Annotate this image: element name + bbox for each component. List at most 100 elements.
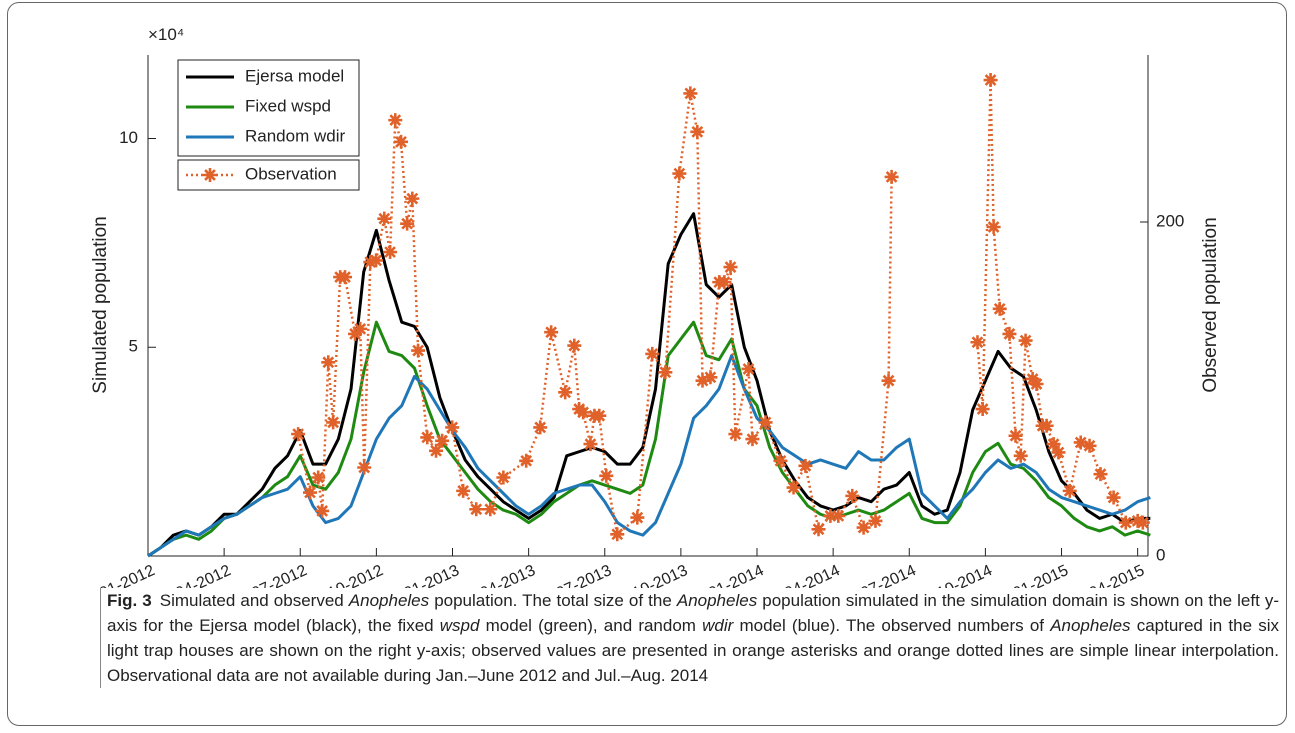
- observation-marker: [1029, 376, 1044, 391]
- observation-marker: [369, 253, 384, 268]
- observation-marker: [533, 420, 548, 435]
- observation-marker: [291, 427, 306, 442]
- observation-marker: [703, 370, 718, 385]
- observation-marker: [1039, 418, 1054, 433]
- x-tick-label: 04-2014: [782, 562, 843, 588]
- observation-marker: [983, 73, 998, 88]
- x-tick-label: 04-2013: [478, 562, 539, 588]
- observation-marker: [773, 453, 788, 468]
- caption-text: wspd: [439, 616, 480, 635]
- observation-marker: [630, 510, 645, 525]
- observation-marker: [326, 415, 341, 430]
- observation-marker: [567, 338, 582, 353]
- observation-marker: [884, 169, 899, 184]
- observation-marker: [1051, 445, 1066, 460]
- observation-marker: [683, 86, 698, 101]
- observation-marker: [610, 527, 625, 542]
- observation-marker: [599, 468, 614, 483]
- y-scale-label: ×10⁴: [148, 25, 184, 44]
- frame: [7, 2, 1287, 726]
- observation-marker: [723, 260, 738, 275]
- caption-text: population simulated in the simulation d…: [107, 591, 1280, 635]
- observation-marker: [1135, 515, 1150, 530]
- observation-marker: [321, 355, 336, 370]
- observation-marker: [394, 134, 409, 149]
- observation-marker: [383, 245, 398, 260]
- observation-marker: [353, 321, 368, 336]
- legend-label: Random wdir: [245, 126, 345, 145]
- observation-marker: [1046, 437, 1061, 452]
- observation-marker: [302, 485, 317, 500]
- y-tick-label: 5: [129, 337, 138, 356]
- caption-text: model (green), and random: [479, 616, 703, 635]
- observation-marker: [1082, 438, 1097, 453]
- observation-marker: [798, 458, 813, 473]
- observation-marker: [1106, 490, 1121, 505]
- x-tick-label: 04-2015: [1087, 562, 1148, 588]
- observation-marker: [717, 275, 732, 290]
- observation-marker: [1093, 467, 1108, 482]
- observation-marker: [405, 191, 420, 206]
- caption-text: Anopheles: [1050, 616, 1131, 635]
- observation-marker: [592, 408, 607, 423]
- caption-text: wdir: [702, 616, 734, 635]
- observation-marker: [823, 508, 838, 523]
- caption-text: population. The total size of the: [429, 591, 677, 610]
- caption-text: captured in the six light trap houses ar…: [107, 616, 1279, 685]
- caption-text: Simulated and observed: [159, 591, 349, 610]
- observation-marker: [975, 402, 990, 417]
- series-line: [296, 78, 1144, 536]
- x-tick-label: 07-2013: [554, 562, 615, 588]
- observation-marker: [1118, 515, 1133, 530]
- observation-marker: [1073, 435, 1088, 450]
- observation-marker: [786, 480, 801, 495]
- x-tick-label: 01-2012: [97, 562, 158, 588]
- observation-marker: [970, 335, 985, 350]
- observation-marker: [1130, 513, 1145, 528]
- observation-marker: [576, 405, 591, 420]
- y-axis-label: Simulated population: [90, 216, 111, 393]
- observation-marker: [695, 373, 710, 388]
- observation-marker: [469, 502, 484, 517]
- observation-marker: [420, 430, 435, 445]
- observation-marker: [315, 503, 330, 518]
- caption-text: Anopheles: [676, 591, 758, 610]
- x-tick-label: 07-2012: [249, 562, 310, 588]
- observation-marker: [758, 415, 773, 430]
- observation-marker: [377, 211, 392, 226]
- observation-marker: [845, 488, 860, 503]
- observation-marker: [831, 508, 846, 523]
- y-tick-label: 10: [119, 128, 138, 147]
- observation-marker: [1013, 448, 1028, 463]
- x-tick-label: 04-2012: [173, 562, 234, 588]
- x-tick-label: 01-2014: [706, 562, 767, 588]
- legend-label: Observation: [245, 164, 337, 183]
- observation-marker: [558, 385, 573, 400]
- observation-marker: [435, 433, 450, 448]
- observation-marker: [388, 113, 403, 128]
- x-tick-label: 10-2012: [325, 562, 386, 588]
- observation-marker: [445, 420, 460, 435]
- observation-marker: [741, 361, 756, 376]
- observation-marker: [811, 522, 826, 537]
- observation-marker: [658, 365, 673, 380]
- y2-tick-label: 0: [1156, 545, 1165, 564]
- y2-axis-label: Observed population: [1200, 217, 1221, 392]
- observation-marker: [1062, 483, 1077, 498]
- observation-marker: [1008, 428, 1023, 443]
- caption-text: Anopheles: [348, 591, 430, 610]
- observation-marker: [992, 301, 1007, 316]
- observation-marker: [519, 453, 534, 468]
- observation-marker: [496, 470, 511, 485]
- observation-marker: [363, 255, 378, 270]
- observation-marker: [728, 427, 743, 442]
- x-tick-label: 07-2014: [858, 562, 919, 588]
- caption-label: Fig. 3: [107, 591, 152, 610]
- legend-label: Ejersa model: [245, 66, 344, 85]
- observation-marker: [672, 166, 687, 181]
- observation-marker: [311, 470, 326, 485]
- x-tick-label: 10-2013: [630, 562, 691, 588]
- observation-marker: [400, 216, 415, 231]
- x-tick-label: 01-2015: [1011, 562, 1072, 588]
